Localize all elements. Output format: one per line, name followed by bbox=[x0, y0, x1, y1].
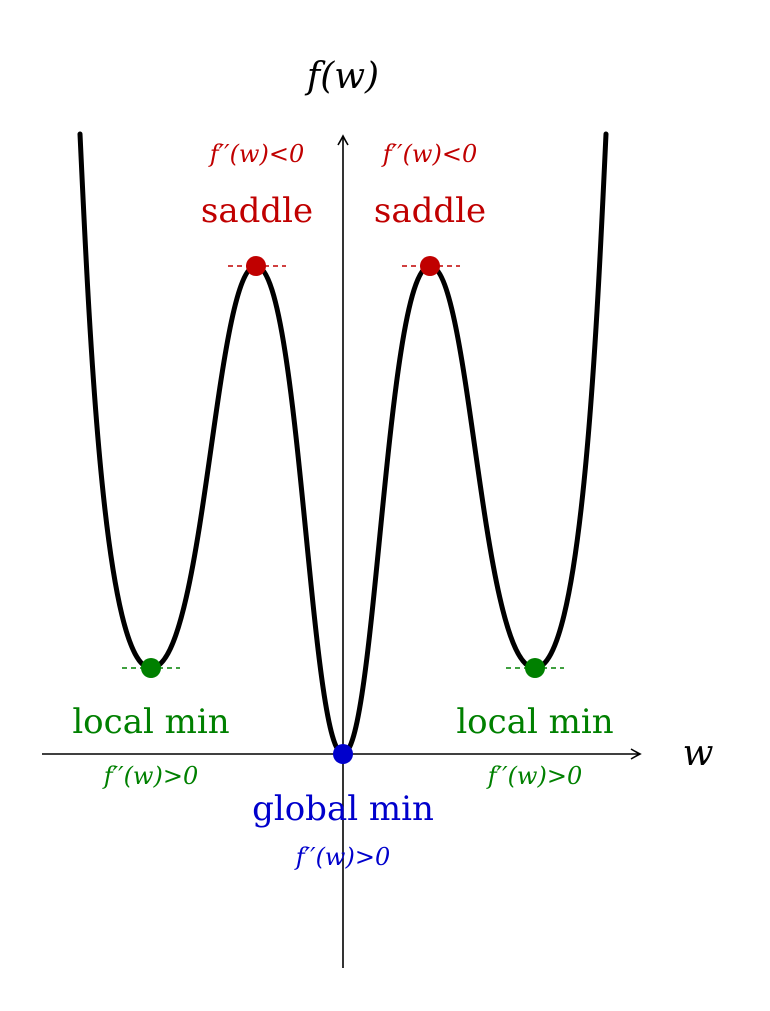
local-min-point-left bbox=[141, 658, 161, 678]
saddle-condition-left: f′′(w)<0 bbox=[208, 140, 304, 168]
saddle-label-left: saddle bbox=[201, 191, 313, 231]
saddle-label-right: saddle bbox=[374, 191, 486, 231]
local-min-label-right: local min bbox=[456, 702, 613, 742]
global-min-condition: f′′(w)>0 bbox=[294, 843, 390, 871]
saddle-point-left bbox=[246, 256, 266, 276]
global-min-label: global min bbox=[252, 789, 434, 829]
y-axis-label: f(w) bbox=[304, 56, 379, 97]
local-min-condition-right: f′′(w)>0 bbox=[486, 762, 582, 790]
local-min-condition-left: f′′(w)>0 bbox=[102, 762, 198, 790]
x-axis-label: w bbox=[683, 733, 714, 774]
saddle-condition-right: f′′(w)<0 bbox=[381, 140, 477, 168]
saddle-point-right bbox=[420, 256, 440, 276]
global-min-point bbox=[333, 744, 353, 764]
local-min-label-left: local min bbox=[72, 702, 229, 742]
local-min-point-right bbox=[525, 658, 545, 678]
